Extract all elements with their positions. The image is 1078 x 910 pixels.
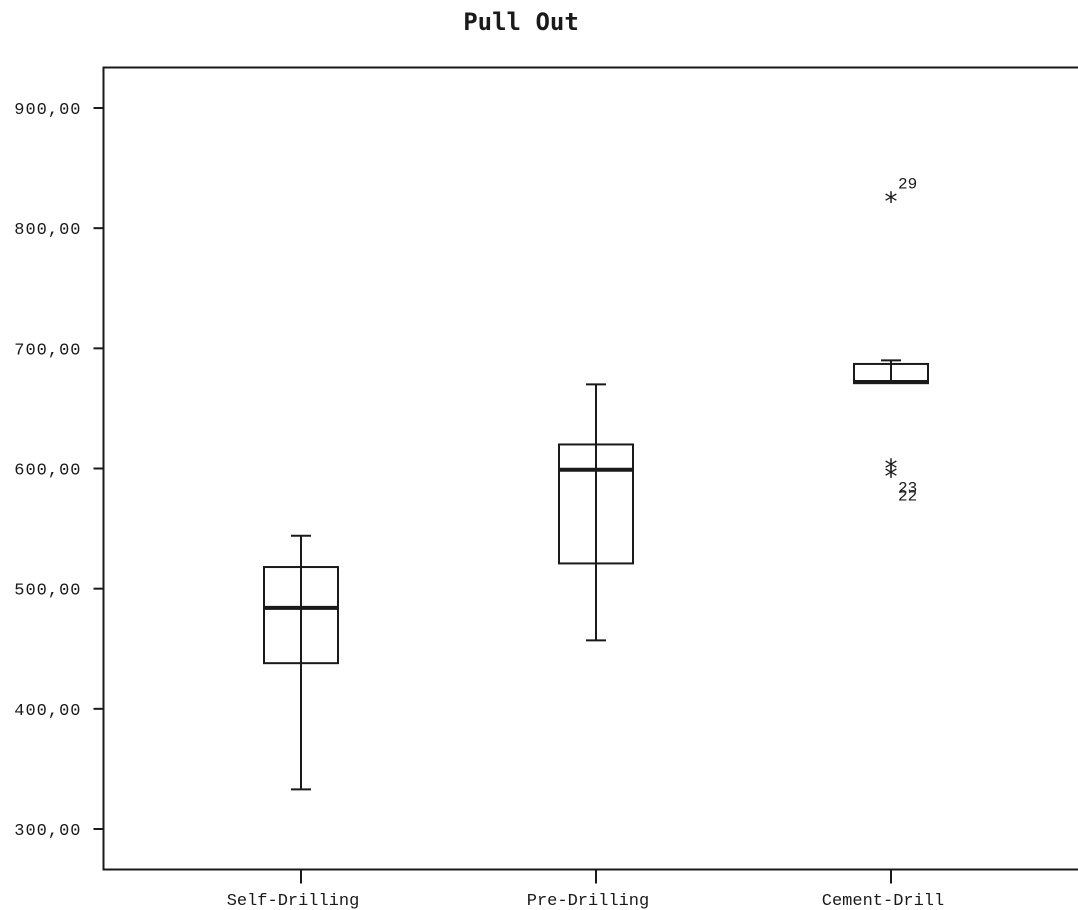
box-iqr [558, 443, 634, 565]
outlier-marker: * [885, 188, 898, 218]
chart-title: Pull Out [463, 8, 579, 36]
box-group: *29*23*22 [853, 176, 929, 506]
x-tick-label: Cement-Drill [822, 892, 944, 910]
y-tick-label: 300,00 [14, 822, 81, 841]
box-group [558, 383, 634, 642]
box-iqr [263, 566, 339, 665]
y-axis: 300,00 400,00 500,00 600,00 700,00 800,00 900,… [14, 101, 104, 841]
y-tick-label: 700,00 [14, 341, 81, 360]
boxes-layer: *29*23*22 [263, 176, 929, 791]
box-group [263, 534, 339, 791]
y-tick-label: 400,00 [14, 702, 81, 721]
x-axis: Self-Drilling Pre-Drilling Cement-Drill [227, 869, 944, 910]
outlier-label: 22 [898, 488, 917, 506]
outlier-label: 29 [898, 176, 917, 194]
outlier-marker: * [885, 463, 898, 493]
x-tick-label: Pre-Drilling [527, 892, 649, 910]
y-tick-label: 800,00 [14, 221, 81, 240]
outlier-label: 23 [898, 479, 917, 497]
outlier-marker: * [885, 454, 898, 484]
y-tick-label: 600,00 [14, 462, 81, 481]
y-tick-label: 500,00 [14, 582, 81, 601]
x-tick-label: Self-Drilling [227, 892, 360, 910]
y-tick-label: 900,00 [14, 101, 81, 120]
